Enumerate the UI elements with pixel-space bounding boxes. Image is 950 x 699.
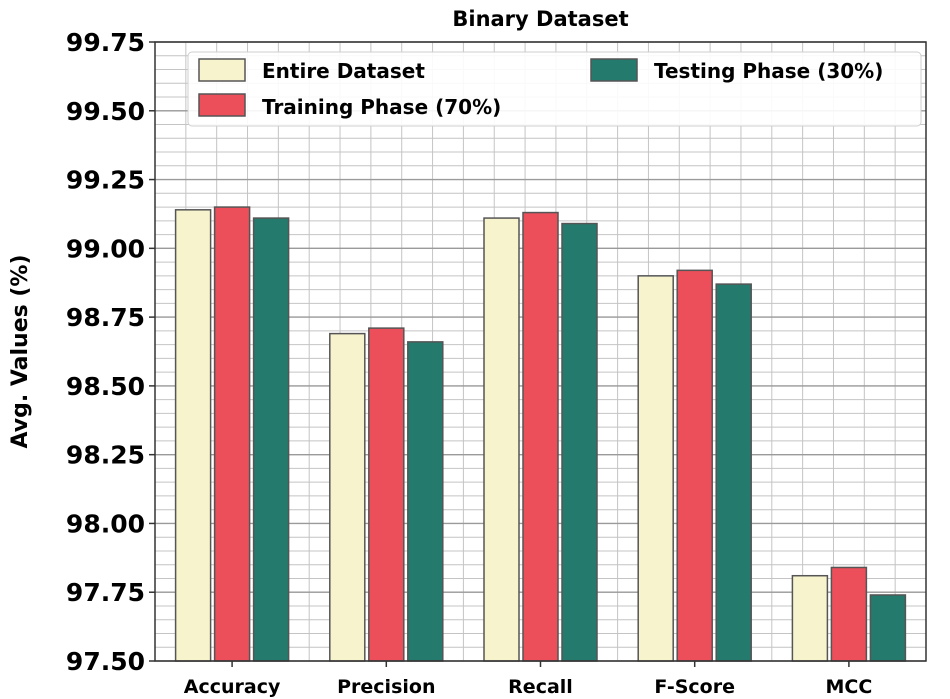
bar-mcc-series-1 [791,574,829,662]
bar-accuracy-series-1 [174,209,212,662]
y-tick-label: 98.50 [66,372,145,401]
bar-accuracy-series-3 [252,217,290,662]
y-tick-label: 97.75 [66,578,145,607]
legend-label: Entire Dataset [262,59,425,83]
y-axis-ticks: 97.50 97.75 98.00 98.25 98.50 98.75 99.00 99.25… [66,28,155,676]
bars [174,206,907,662]
legend-box [187,51,922,127]
bar-f-score-series-1 [637,275,674,662]
legend-label: Testing Phase (30%) [654,59,883,83]
bar-f-score-series-3 [715,283,752,662]
x-tick-label: Recall [508,676,573,698]
x-tick-label: F-Score [654,676,735,698]
y-tick-label: 98.75 [66,303,145,332]
legend-swatch [198,58,246,82]
bar-precision-series-3 [407,341,444,662]
x-tick-label: Precision [337,676,435,698]
chart-title: Binary Dataset [452,7,628,31]
bar-mcc-series-2 [830,566,868,662]
x-tick-label: MCC [826,676,873,698]
bar-f-score-series-2 [676,269,713,662]
y-tick-label: 99.50 [66,97,145,126]
y-axis-label: Avg. Values (%) [8,254,33,448]
bar-recall-series-2 [522,211,559,662]
y-tick-label: 98.25 [66,441,145,470]
y-tick-label: 97.50 [66,647,145,676]
bar-precision-series-2 [368,327,405,662]
legend-swatch [198,93,246,117]
legend-label: Training Phase (70%) [262,95,501,119]
y-tick-label: 98.00 [66,509,145,538]
bar-mcc-series-3 [869,594,907,662]
bar-precision-series-1 [329,332,366,662]
x-tick-label: Accuracy [184,676,281,698]
legend: Entire Dataset Training Phase (70%) Testin… [187,51,922,127]
bar-recall-series-1 [483,217,520,662]
y-tick-label: 99.75 [66,28,145,57]
bar-recall-series-3 [561,222,598,662]
legend-swatch [590,58,638,82]
y-tick-label: 99.00 [66,234,145,263]
bar-accuracy-series-2 [213,206,251,662]
y-tick-label: 99.25 [66,166,145,195]
x-axis-categories: Accuracy Precision Recall F-Score MCC [184,661,873,698]
